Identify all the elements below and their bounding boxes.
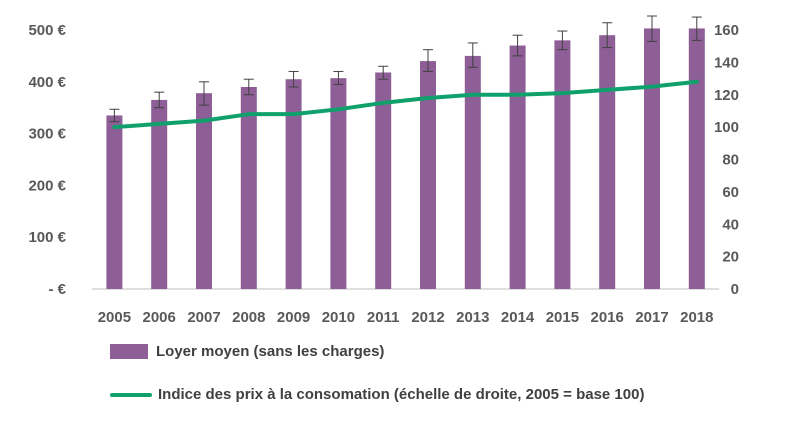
left-tick-label: - € xyxy=(48,281,66,298)
bar-2014 xyxy=(509,45,526,289)
x-tick-label: 2008 xyxy=(232,309,265,326)
bar-2006 xyxy=(151,99,168,290)
x-tick-label: 2013 xyxy=(456,309,489,326)
bar-2007 xyxy=(196,93,212,289)
left-axis-ticks: - € 100 € 200 € 300 € 400 € 500 € xyxy=(28,22,66,298)
legend-item-line: Indice des prix à la consomation (échell… xyxy=(110,386,644,403)
bar-2008 xyxy=(240,86,257,289)
right-tick-label: 160 xyxy=(714,22,739,39)
x-tick-label: 2009 xyxy=(277,309,310,326)
legend-label-line: Indice des prix à la consomation (échell… xyxy=(158,386,645,403)
legend-label-bar: Loyer moyen (sans les charges) xyxy=(156,343,385,360)
line-series xyxy=(112,79,699,130)
right-tick-label: 120 xyxy=(714,87,739,104)
left-tick-label: 200 € xyxy=(28,177,66,194)
combo-chart: - € 100 € 200 € 300 € 400 € 500 € 0 20 40 60 80 10… xyxy=(28,15,739,326)
error-bars xyxy=(109,15,702,123)
legend-swatch-line xyxy=(110,392,152,397)
x-tick-label: 2012 xyxy=(411,309,444,326)
left-tick-label: 500 € xyxy=(28,22,66,39)
right-tick-label: 20 xyxy=(722,249,739,266)
right-tick-label: 100 xyxy=(714,119,739,136)
x-tick-label: 2011 xyxy=(367,309,400,326)
x-tick-label: 2005 xyxy=(98,309,131,326)
right-tick-label: 0 xyxy=(731,281,739,298)
bar-2005 xyxy=(106,115,123,289)
bar-series xyxy=(106,28,705,290)
bar-2010 xyxy=(330,78,347,289)
legend-swatch-bar xyxy=(110,344,148,359)
bar-2016 xyxy=(599,35,616,290)
x-tick-label: 2007 xyxy=(187,309,220,326)
right-tick-label: 80 xyxy=(722,152,739,169)
left-tick-label: 400 € xyxy=(28,74,66,91)
right-tick-label: 40 xyxy=(722,216,739,233)
bar-2009 xyxy=(285,79,302,290)
left-tick-label: 300 € xyxy=(28,126,66,143)
x-tick-label: 2015 xyxy=(546,309,579,326)
bar-2017 xyxy=(644,28,660,290)
bar-2013 xyxy=(464,55,481,290)
right-axis-ticks: 0 20 40 60 80 100 120 140 160 xyxy=(714,22,739,298)
x-tick-label: 2006 xyxy=(143,309,176,326)
bar-2011 xyxy=(375,72,392,289)
x-tick-label: 2017 xyxy=(635,309,668,326)
legend-item-bar: Loyer moyen (sans les charges) xyxy=(110,343,384,360)
left-tick-label: 100 € xyxy=(28,229,66,246)
cpi-line xyxy=(112,79,699,130)
bar-2015 xyxy=(554,40,571,289)
x-tick-label: 2014 xyxy=(501,309,535,326)
bar-2018 xyxy=(688,28,705,290)
right-tick-label: 60 xyxy=(722,184,739,201)
x-tick-label: 2018 xyxy=(680,309,713,326)
x-tick-label: 2010 xyxy=(322,309,355,326)
x-axis-ticks: 2005 2006 2007 2008 2009 2010 2011 2012 2013 2014… xyxy=(98,309,714,326)
x-tick-label: 2016 xyxy=(591,309,624,326)
bar-2012 xyxy=(420,61,436,289)
right-tick-label: 140 xyxy=(714,54,739,71)
